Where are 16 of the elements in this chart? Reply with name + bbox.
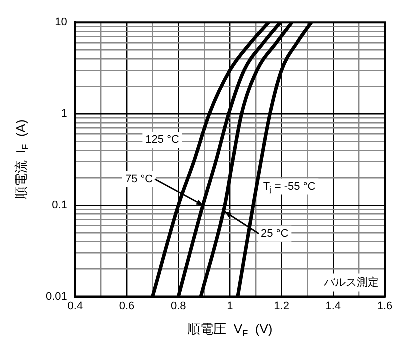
y-tick-label: 1 bbox=[61, 108, 68, 120]
x-tick-label: 1.2 bbox=[274, 300, 290, 312]
annotation: パルス測定 bbox=[323, 276, 379, 289]
y-tick-label: 0.1 bbox=[52, 199, 68, 212]
annotation: 25 °C bbox=[261, 228, 289, 240]
annotation: 125 °C bbox=[146, 134, 180, 146]
annotation: 75 °C bbox=[125, 173, 154, 186]
y-tick-label: 10 bbox=[55, 16, 68, 29]
x-tick-label: 0.8 bbox=[170, 300, 186, 312]
x-tick-label: 1 bbox=[227, 300, 234, 312]
x-tick-label: 0.4 bbox=[68, 300, 84, 312]
x-tick-label: 0.6 bbox=[119, 300, 135, 312]
x-tick-label: 1.4 bbox=[326, 300, 342, 312]
y-axis-title: 順電流 IF (A) bbox=[14, 120, 30, 200]
y-tick-label: 0.01 bbox=[46, 290, 68, 303]
x-tick-label: 1.6 bbox=[377, 300, 393, 312]
